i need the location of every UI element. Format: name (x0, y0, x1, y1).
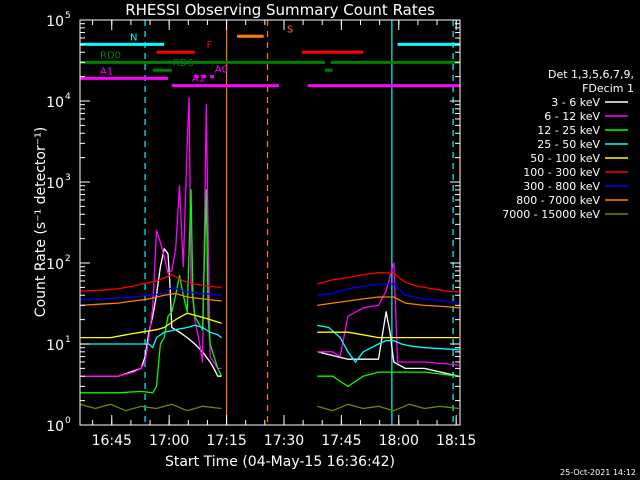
flag-bar-label: N (130, 32, 137, 43)
series-line (80, 324, 459, 363)
y-tick-label: 10 (46, 419, 64, 435)
x-tick-label: 17:15 (206, 433, 246, 449)
legend-entry-label: 300 - 800 keV (523, 180, 600, 193)
flag-bar-label: A1 (192, 74, 205, 85)
series-line (79, 272, 459, 293)
legend-entry-label: 100 - 300 keV (523, 166, 600, 179)
series-line (79, 283, 459, 304)
footer-timestamp: 25-Oct-2021 14:12 (560, 468, 636, 477)
x-tick-label: 18:00 (379, 433, 419, 449)
flag-bar-label: A0 (215, 65, 228, 76)
y-tick-label: 10 (46, 95, 64, 111)
y-tick-label: 10 (46, 257, 64, 273)
y-tick-label: 10 (46, 338, 64, 354)
flag-bar-label: F (207, 40, 213, 51)
series-lines (79, 96, 460, 412)
y-tick-exponent: 5 (65, 11, 71, 21)
x-tick-label: 16:45 (92, 433, 132, 449)
legend-entry-label: 3 - 6 keV (551, 96, 600, 109)
x-tick-label: 17:00 (149, 433, 189, 449)
y-tick-exponent: 4 (65, 92, 71, 102)
flag-bar-label: S (287, 24, 293, 35)
flag-bar-label: A1 (100, 66, 113, 77)
y-tick-exponent: 3 (65, 173, 71, 183)
y-tick-label: 10 (46, 14, 64, 30)
legend-entry-label: 800 - 7000 keV (516, 194, 600, 207)
vertical-markers (144, 20, 454, 425)
legend-header: Det 1,3,5,6,7,9, (548, 68, 634, 81)
legend-entry-label: 7000 - 15000 keV (502, 208, 600, 221)
legend-header: FDecim 1 (582, 82, 634, 95)
y-tick-exponent: 0 (65, 416, 71, 426)
y-tick-exponent: 2 (65, 254, 71, 264)
x-tick-label: 18:15 (436, 433, 476, 449)
plot-frame (79, 19, 461, 426)
legend-entry-label: 12 - 25 keV (537, 124, 600, 137)
flag-bars: N S F RD0 RD6 A0 A1 A1 (80, 24, 460, 88)
flag-bar-label: RD6 (173, 58, 194, 69)
series-line (80, 96, 459, 377)
series-line (79, 292, 459, 309)
y-axis-label: Count Rate (s⁻¹ detector⁻¹) (33, 127, 49, 317)
chart-title: RHESSI Observing Summary Count Rates (125, 1, 435, 19)
legend-entry-label: 6 - 12 keV (544, 110, 600, 123)
x-axis-label: Start Time (04-May-15 16:36:42) (165, 454, 395, 470)
x-tick-label: 17:30 (264, 433, 304, 449)
flag-bar-label: RD0 (100, 50, 121, 61)
y-tick-exponent: 1 (65, 335, 71, 345)
legend-entry-label: 50 - 100 keV (530, 152, 600, 165)
legend-entry-label: 25 - 50 keV (537, 138, 600, 151)
y-tick-label: 10 (46, 176, 64, 192)
x-tick-label: 17:45 (321, 433, 361, 449)
series-line (79, 403, 459, 412)
series-line (80, 312, 459, 339)
